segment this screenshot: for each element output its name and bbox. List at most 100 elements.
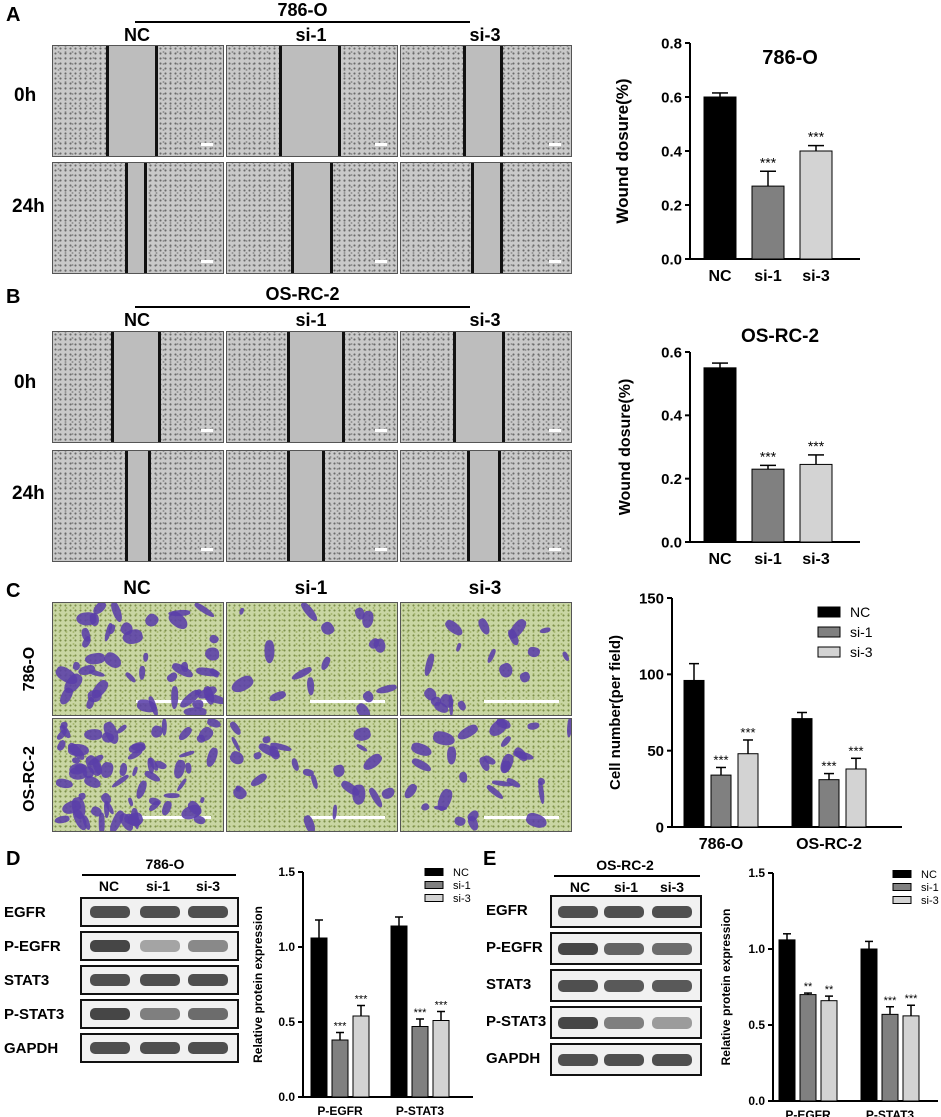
protein-band (604, 979, 644, 992)
panel-label-e: E (483, 848, 497, 870)
blot-strip (80, 931, 239, 961)
significance-label: *** (355, 994, 369, 1006)
wound-image-osrc2-si3-24h (400, 450, 572, 562)
y-tick-label: 1.5 (748, 866, 765, 880)
protein-label: STAT3 (4, 972, 50, 989)
legend-swatch (817, 626, 841, 638)
transwell-image-786o-si1 (226, 602, 398, 716)
protein-band (558, 979, 598, 992)
panel-e-title-line (554, 875, 700, 877)
wound-image-786o-si3-0h (400, 45, 572, 157)
chart-title: OS-RC-2 (741, 326, 819, 347)
y-axis-label: Wound dosure(%) (617, 379, 634, 516)
protein-band (140, 940, 180, 952)
panel-a-title: 786-O (277, 0, 328, 20)
protein-label: P-STAT3 (486, 1013, 547, 1030)
y-tick-label: 0.0 (278, 1090, 295, 1104)
significance-label: *** (808, 438, 825, 454)
bar (703, 367, 737, 543)
x-tick-label: si-1 (754, 268, 782, 285)
x-tick-label: 786-O (699, 836, 743, 853)
wound-image-osrc2-si1-24h (226, 450, 398, 562)
y-tick-label: 1.0 (748, 942, 765, 956)
significance-label: *** (884, 995, 898, 1007)
panel-label-d: D (6, 848, 21, 870)
transwell-image-osrc2-si3 (400, 718, 572, 832)
protein-label: EGFR (486, 902, 528, 919)
y-axis-label: Wound dosure(%) (613, 78, 632, 223)
significance-label: *** (760, 154, 777, 170)
panel-d-title-line (82, 874, 236, 876)
blot-strip (80, 897, 239, 927)
transwell-image-786o-nc (52, 602, 224, 716)
protein-band (90, 974, 130, 986)
protein-label: P-EGFR (4, 938, 61, 955)
wound-image-786o-nc-0h (52, 45, 224, 157)
x-tick-label: NC (708, 551, 732, 568)
protein-band (652, 942, 692, 955)
protein-label: STAT3 (486, 976, 532, 993)
y-axis-label: Relative protein expression (719, 909, 733, 1066)
bar (902, 1015, 920, 1102)
panel-e-title: OS-RC-2 (596, 857, 654, 873)
protein-label: GAPDH (4, 1040, 59, 1057)
x-tick-label: si-1 (754, 551, 782, 568)
legend-label: si-1 (850, 624, 873, 640)
blot-strip (550, 969, 702, 1002)
protein-band (652, 905, 692, 918)
y-tick-label: 0.0 (661, 534, 682, 551)
significance-label: *** (414, 1007, 428, 1019)
legend-label: si-3 (850, 644, 873, 660)
x-tick-label: P-STAT3 (396, 1104, 445, 1117)
protein-band (188, 906, 228, 918)
bar (799, 994, 817, 1102)
y-tick-label: 0.0 (661, 251, 682, 268)
y-tick-label: 0.2 (661, 197, 682, 214)
blot-strip (550, 1006, 702, 1039)
legend-label: NC (921, 869, 937, 881)
panel-a-title-line (135, 21, 470, 23)
panel-e-lane-si3: si-3 (659, 879, 685, 895)
bar (703, 96, 737, 260)
transwell-image-osrc2-si1 (226, 718, 398, 832)
panel-b-title-line (135, 306, 470, 308)
bar (310, 937, 328, 1098)
significance-label: *** (435, 1000, 449, 1012)
y-tick-label: 0.0 (748, 1094, 765, 1108)
bar (881, 1013, 899, 1102)
protein-band (140, 906, 180, 918)
y-tick-label: 0.2 (661, 471, 682, 488)
panel-label-c: C (6, 580, 21, 602)
wound-image-osrc2-nc-0h (52, 331, 224, 443)
legend-swatch (892, 870, 912, 878)
chart-title: 786-O (762, 47, 818, 69)
legend-label: NC (453, 867, 469, 879)
y-tick-label: 0.4 (661, 408, 683, 425)
protein-band (652, 1053, 692, 1066)
y-axis-label: Cell number(per field) (607, 635, 624, 790)
protein-label: EGFR (4, 904, 46, 921)
protein-band (188, 1042, 228, 1054)
bar (845, 768, 867, 828)
bar (737, 753, 759, 828)
protein-band (604, 1016, 644, 1029)
transwell-image-786o-si3 (400, 602, 572, 716)
significance-label: *** (760, 448, 777, 464)
legend-label: si-3 (921, 895, 939, 907)
panel-b-group-si3: si-3 (469, 310, 501, 330)
protein-band (90, 940, 130, 952)
x-tick-label: NC (708, 268, 732, 285)
wound-image-786o-si3-24h (400, 162, 572, 274)
bar (820, 1000, 838, 1102)
significance-label: ** (825, 984, 834, 996)
bar (411, 1026, 429, 1098)
y-tick-label: 1.0 (278, 940, 295, 954)
bar (860, 948, 878, 1102)
panel-e-lane-si1: si-1 (613, 879, 639, 895)
panel-d-lane-si3: si-3 (195, 878, 221, 894)
y-tick-label: 0.4 (661, 143, 683, 160)
x-tick-label: si-3 (802, 551, 830, 568)
bar (799, 150, 833, 260)
panel-a-group-nc: NC (124, 25, 150, 45)
panel-a-group-si3: si-3 (469, 25, 501, 45)
